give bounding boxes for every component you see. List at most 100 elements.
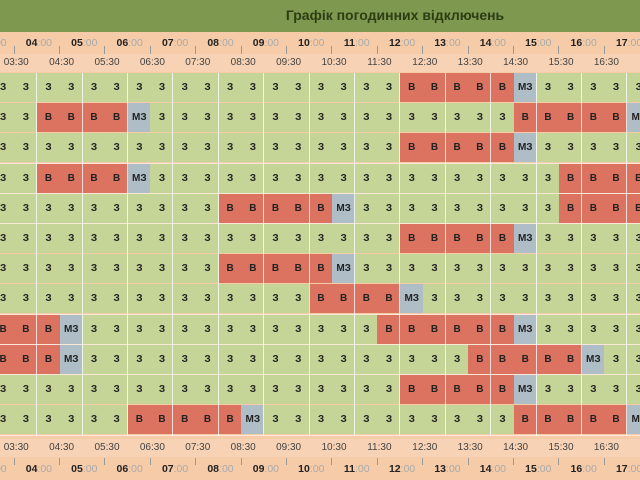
cell-on: З bbox=[627, 314, 640, 344]
cell-off: В bbox=[400, 375, 424, 404]
cell-off: В bbox=[559, 193, 583, 223]
cell-on: З bbox=[309, 405, 333, 435]
cell-on: З bbox=[36, 254, 61, 284]
cell-on: З bbox=[445, 163, 469, 193]
cell-on: З bbox=[127, 284, 151, 314]
half-hour-label: 03:30 bbox=[3, 442, 29, 453]
half-hour-label: 10:30 bbox=[321, 442, 347, 453]
cell-on: З bbox=[127, 193, 151, 223]
cell-on: З bbox=[490, 405, 515, 435]
cell-on: З bbox=[241, 73, 265, 102]
cell-on: З bbox=[105, 375, 129, 404]
cell-off: В bbox=[400, 133, 424, 163]
half-hour-label: 05:30 bbox=[94, 57, 120, 68]
cell-on: З bbox=[354, 314, 378, 344]
hour-label-hours: 05 bbox=[71, 463, 83, 475]
cell-off: В bbox=[604, 193, 628, 223]
cell-on: З bbox=[127, 254, 151, 284]
cell-on: З bbox=[354, 344, 378, 374]
cell-on: З bbox=[286, 224, 310, 253]
cell-on: З bbox=[332, 224, 356, 253]
cell-on: З bbox=[332, 405, 356, 435]
cell-on: З bbox=[263, 133, 288, 163]
hour-label: 08:00 bbox=[199, 458, 243, 480]
hour-label-hours: 16 bbox=[570, 37, 583, 49]
hour-label: 08:00 bbox=[199, 32, 243, 54]
cell-on: З bbox=[604, 344, 628, 374]
cell-on: З bbox=[36, 224, 61, 253]
cell-on: З bbox=[195, 73, 220, 102]
half-hour-label: 14:30 bbox=[503, 57, 529, 68]
hour-label-hours: 11 bbox=[343, 37, 355, 49]
cell-on: З bbox=[218, 73, 242, 102]
cell-off: В bbox=[559, 344, 583, 374]
half-hour-label: 16:30 bbox=[593, 57, 619, 68]
hour-label-hours: 14 bbox=[479, 463, 492, 475]
cell-on: З bbox=[82, 375, 106, 404]
cell-on: З bbox=[332, 375, 356, 404]
cell-off: В bbox=[105, 103, 129, 133]
cell-on: З bbox=[604, 224, 628, 253]
cell-on: З bbox=[559, 73, 583, 102]
hour-tick bbox=[512, 46, 514, 54]
cell-on: З bbox=[0, 103, 15, 133]
cell-on: З bbox=[82, 224, 106, 253]
hour-label: 15:00 bbox=[516, 458, 560, 480]
cell-on: З bbox=[218, 163, 242, 193]
hour-label: 06:00 bbox=[108, 458, 152, 480]
cell-on: З bbox=[332, 344, 356, 374]
half-hour-label: 17:30 bbox=[630, 439, 640, 457]
cell-on: З bbox=[59, 284, 83, 314]
cell-on: З bbox=[14, 375, 38, 404]
hour-tick bbox=[104, 46, 106, 54]
hour-label-minutes: :00 bbox=[400, 37, 416, 49]
cell-on: З bbox=[150, 73, 174, 102]
cell-on: З bbox=[195, 103, 220, 133]
cell-on: З bbox=[559, 133, 583, 163]
cell-off: В bbox=[513, 344, 537, 374]
hour-tick bbox=[13, 46, 15, 54]
cell-off: В bbox=[0, 314, 15, 344]
hour-label-minutes: :00 bbox=[219, 37, 234, 49]
cell-maybe: МЗ bbox=[59, 314, 83, 344]
hour-tick bbox=[512, 458, 514, 465]
cell-on: З bbox=[195, 284, 220, 314]
cell-on: З bbox=[604, 314, 628, 344]
cell-on: З bbox=[286, 133, 310, 163]
cell-on: З bbox=[627, 73, 640, 102]
row-separator bbox=[0, 193, 640, 195]
hour-label: 17:00 bbox=[607, 32, 640, 54]
hour-label: 04:00 bbox=[17, 32, 61, 54]
cell-on: З bbox=[286, 314, 310, 344]
cell-off: В bbox=[627, 163, 640, 193]
row-separator bbox=[0, 163, 640, 164]
cell-on: З bbox=[536, 224, 560, 253]
half-hour-gridline bbox=[490, 73, 492, 436]
cell-maybe: МЗ bbox=[581, 344, 605, 374]
cell-on: З bbox=[354, 103, 378, 133]
cell-maybe: МЗ bbox=[127, 163, 151, 193]
cell-on: З bbox=[286, 284, 310, 314]
cell-on: З bbox=[490, 284, 515, 314]
half-hour-label: 07:30 bbox=[185, 57, 211, 68]
cell-on: З bbox=[0, 73, 15, 102]
cell-on: З bbox=[173, 224, 197, 253]
half-hour-gridline bbox=[172, 73, 174, 436]
hour-label-hours: 14 bbox=[479, 37, 492, 49]
half-hour-label: 04:30 bbox=[49, 442, 75, 453]
cell-on: З bbox=[604, 375, 628, 404]
cell-on: З bbox=[127, 314, 151, 344]
half-hour-gridline bbox=[308, 73, 310, 436]
cell-on: З bbox=[286, 344, 310, 374]
cell-on: З bbox=[195, 224, 220, 253]
hour-label-hours: 10 bbox=[298, 37, 310, 49]
cell-on: З bbox=[195, 375, 220, 404]
hour-label-hours: 17 bbox=[615, 37, 628, 49]
cell-maybe: МЗ bbox=[127, 103, 151, 133]
cell-on: З bbox=[14, 405, 38, 435]
cell-on: З bbox=[82, 73, 106, 102]
hour-label-hours: 12 bbox=[388, 37, 401, 49]
cell-on: З bbox=[559, 375, 583, 404]
cell-on: З bbox=[195, 133, 220, 163]
cell-maybe: МЗ bbox=[627, 103, 640, 133]
